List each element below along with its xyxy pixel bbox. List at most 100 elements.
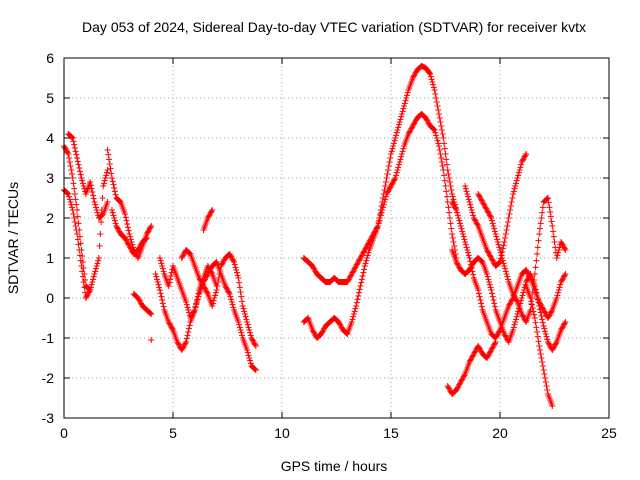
data-point xyxy=(147,224,154,231)
data-point xyxy=(109,209,116,216)
data-point xyxy=(379,199,386,205)
data-point xyxy=(209,303,216,309)
data-point xyxy=(476,193,483,200)
data-point xyxy=(127,244,134,251)
data-point xyxy=(91,199,98,205)
data-point xyxy=(73,151,80,158)
data-point xyxy=(169,325,176,332)
data-point xyxy=(473,219,480,225)
data-point xyxy=(558,327,565,333)
data-point xyxy=(136,297,143,304)
data-point xyxy=(66,193,73,200)
data-point xyxy=(435,111,442,117)
data-point xyxy=(252,367,259,373)
data-point xyxy=(127,233,134,240)
data-point xyxy=(354,296,361,303)
data-point xyxy=(527,295,534,301)
plot-frame xyxy=(63,57,610,419)
data-point xyxy=(478,257,485,264)
data-point xyxy=(542,309,549,316)
data-point xyxy=(483,355,490,361)
data-point xyxy=(70,180,77,187)
data-point xyxy=(207,211,214,217)
data-point xyxy=(348,319,355,325)
data-point xyxy=(550,345,557,352)
data-point xyxy=(157,257,164,264)
data-point xyxy=(406,128,413,135)
data-point xyxy=(390,179,397,185)
data-point xyxy=(208,208,215,215)
data-point xyxy=(110,181,117,188)
data-point xyxy=(489,217,496,224)
data-point xyxy=(534,251,541,257)
data-point xyxy=(390,143,397,149)
data-point xyxy=(486,251,493,257)
data-point xyxy=(230,304,237,311)
data-point xyxy=(62,145,69,152)
data-point xyxy=(99,211,106,218)
data-point xyxy=(531,271,538,277)
data-point xyxy=(360,249,367,256)
data-point xyxy=(168,269,175,276)
data-point xyxy=(68,171,75,177)
data-point xyxy=(127,245,134,252)
data-point xyxy=(510,188,517,195)
data-point xyxy=(543,196,550,203)
data-point xyxy=(225,289,232,296)
data-point xyxy=(231,259,238,265)
data-point xyxy=(336,320,343,327)
data-point xyxy=(472,348,479,355)
data-point xyxy=(349,269,356,276)
data-point xyxy=(67,199,74,205)
data-point xyxy=(494,236,501,243)
data-point xyxy=(71,191,78,197)
data-point xyxy=(104,199,111,205)
data-point xyxy=(217,267,224,273)
data-point xyxy=(356,286,363,293)
data-point xyxy=(486,211,493,217)
data-point xyxy=(541,371,548,377)
data-point xyxy=(457,220,464,227)
data-point xyxy=(178,255,185,261)
data-point xyxy=(492,339,499,345)
data-point xyxy=(91,271,98,277)
data-point xyxy=(481,203,488,209)
data-point xyxy=(475,343,482,349)
data-point xyxy=(350,268,357,275)
data-point xyxy=(470,215,477,221)
data-point xyxy=(166,320,173,327)
data-point xyxy=(175,340,182,347)
data-point xyxy=(510,327,517,333)
data-point xyxy=(252,341,259,348)
data-point xyxy=(178,347,185,353)
data-point xyxy=(507,300,514,307)
data-point xyxy=(504,223,511,229)
data-point xyxy=(395,121,402,128)
data-point xyxy=(100,183,107,189)
data-point xyxy=(113,223,120,229)
data-point xyxy=(473,220,480,227)
data-point xyxy=(68,201,75,208)
data-point xyxy=(364,252,371,259)
data-point xyxy=(401,100,408,107)
data-point xyxy=(138,241,145,248)
data-point xyxy=(247,357,254,364)
data-point xyxy=(547,311,554,317)
data-point xyxy=(435,143,442,149)
data-point xyxy=(353,263,360,269)
data-point xyxy=(539,319,546,326)
data-point xyxy=(321,325,328,332)
data-point xyxy=(200,283,207,289)
data-point xyxy=(193,297,200,303)
data-point xyxy=(352,264,359,271)
data-point xyxy=(375,219,382,225)
data-point xyxy=(233,267,240,273)
data-point xyxy=(561,245,568,252)
data-point xyxy=(69,135,76,141)
data-point xyxy=(89,189,96,195)
data-point xyxy=(64,190,71,197)
data-point xyxy=(215,279,222,285)
data-point xyxy=(245,352,252,359)
data-point xyxy=(532,264,539,271)
data-point xyxy=(78,175,85,181)
